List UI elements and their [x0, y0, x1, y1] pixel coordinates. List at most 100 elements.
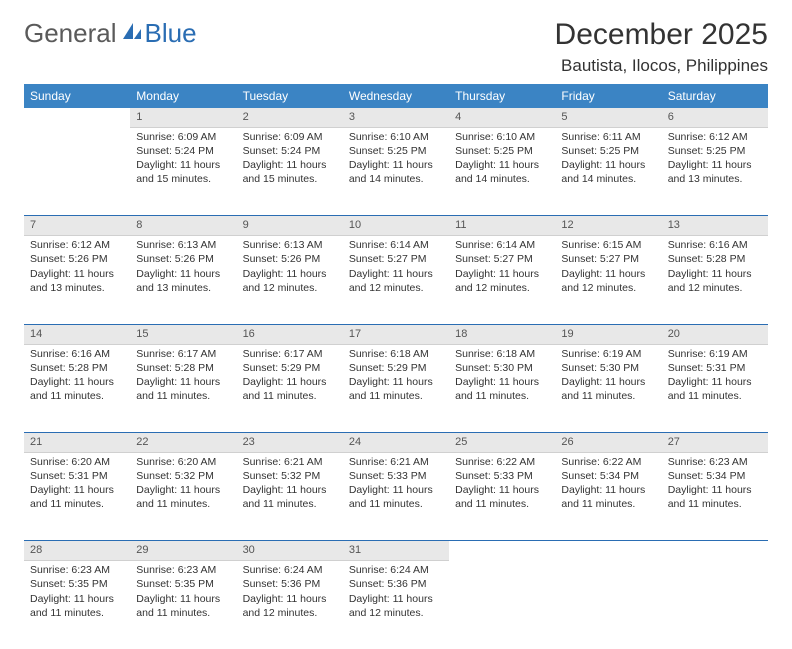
daylight-line: Daylight: 11 hours and 13 minutes. [30, 267, 124, 295]
weekday-header: Thursday [449, 84, 555, 108]
weekday-header: Sunday [24, 84, 130, 108]
daylight-line: Daylight: 11 hours and 11 minutes. [30, 592, 124, 620]
sunrise-line: Sunrise: 6:23 AM [30, 563, 124, 577]
day-cell: Sunrise: 6:09 AMSunset: 5:24 PMDaylight:… [130, 128, 236, 191]
sunrise-line: Sunrise: 6:23 AM [136, 563, 230, 577]
day-number: 28 [24, 541, 130, 561]
daylight-line: Daylight: 11 hours and 12 minutes. [455, 267, 549, 295]
sunset-line: Sunset: 5:33 PM [455, 469, 549, 483]
daynum-row: 14151617181920 [24, 325, 768, 345]
day-cell: Sunrise: 6:19 AMSunset: 5:31 PMDaylight:… [662, 345, 768, 408]
sunset-line: Sunset: 5:24 PM [136, 144, 230, 158]
daylight-line: Daylight: 11 hours and 13 minutes. [668, 158, 762, 186]
daylight-line: Daylight: 11 hours and 12 minutes. [349, 592, 443, 620]
day-cell: Sunrise: 6:22 AMSunset: 5:33 PMDaylight:… [449, 453, 555, 516]
daylight-line: Daylight: 11 hours and 14 minutes. [561, 158, 655, 186]
sunrise-line: Sunrise: 6:20 AM [136, 455, 230, 469]
week-row: Sunrise: 6:16 AMSunset: 5:28 PMDaylight:… [24, 345, 768, 433]
daylight-line: Daylight: 11 hours and 13 minutes. [136, 267, 230, 295]
sunrise-line: Sunrise: 6:15 AM [561, 238, 655, 252]
sunset-line: Sunset: 5:28 PM [136, 361, 230, 375]
sunset-line: Sunset: 5:29 PM [349, 361, 443, 375]
day-number: 14 [24, 325, 130, 345]
week-row: Sunrise: 6:09 AMSunset: 5:24 PMDaylight:… [24, 128, 768, 216]
day-cell: Sunrise: 6:19 AMSunset: 5:30 PMDaylight:… [555, 345, 661, 408]
daylight-line: Daylight: 11 hours and 11 minutes. [136, 592, 230, 620]
day-number: 8 [130, 216, 236, 236]
day-number: 18 [449, 325, 555, 345]
calendar-table: SundayMondayTuesdayWednesdayThursdayFrid… [24, 84, 768, 649]
header: General Blue December 2025 Bautista, Ilo… [24, 18, 768, 76]
day-cell: Sunrise: 6:16 AMSunset: 5:28 PMDaylight:… [24, 345, 130, 408]
daylight-line: Daylight: 11 hours and 11 minutes. [561, 483, 655, 511]
day-cell: Sunrise: 6:10 AMSunset: 5:25 PMDaylight:… [449, 128, 555, 191]
week-row: Sunrise: 6:20 AMSunset: 5:31 PMDaylight:… [24, 453, 768, 541]
day-cell: Sunrise: 6:09 AMSunset: 5:24 PMDaylight:… [237, 128, 343, 191]
sail-icon [121, 21, 143, 46]
daylight-line: Daylight: 11 hours and 11 minutes. [561, 375, 655, 403]
daylight-line: Daylight: 11 hours and 11 minutes. [136, 483, 230, 511]
sunset-line: Sunset: 5:34 PM [668, 469, 762, 483]
daylight-line: Daylight: 11 hours and 12 minutes. [561, 267, 655, 295]
weekday-header: Monday [130, 84, 236, 108]
day-cell: Sunrise: 6:23 AMSunset: 5:35 PMDaylight:… [130, 561, 236, 624]
day-number: 20 [662, 325, 768, 345]
sunset-line: Sunset: 5:27 PM [561, 252, 655, 266]
day-number: 2 [237, 108, 343, 128]
daynum-row: 123456 [24, 108, 768, 128]
sunset-line: Sunset: 5:25 PM [668, 144, 762, 158]
sunset-line: Sunset: 5:32 PM [136, 469, 230, 483]
sunrise-line: Sunrise: 6:19 AM [668, 347, 762, 361]
day-number: 24 [343, 433, 449, 453]
sunrise-line: Sunrise: 6:10 AM [349, 130, 443, 144]
day-cell: Sunrise: 6:21 AMSunset: 5:32 PMDaylight:… [237, 453, 343, 516]
daylight-line: Daylight: 11 hours and 12 minutes. [243, 592, 337, 620]
day-number: 12 [555, 216, 661, 236]
sunset-line: Sunset: 5:30 PM [561, 361, 655, 375]
daylight-line: Daylight: 11 hours and 15 minutes. [243, 158, 337, 186]
day-number: 16 [237, 325, 343, 345]
weekday-header: Wednesday [343, 84, 449, 108]
day-number: 23 [237, 433, 343, 453]
location: Bautista, Ilocos, Philippines [555, 56, 768, 76]
day-number: 15 [130, 325, 236, 345]
sunrise-line: Sunrise: 6:18 AM [349, 347, 443, 361]
daynum-row: 21222324252627 [24, 433, 768, 453]
daylight-line: Daylight: 11 hours and 11 minutes. [455, 483, 549, 511]
day-number: 3 [343, 108, 449, 128]
sunset-line: Sunset: 5:36 PM [243, 577, 337, 591]
sunrise-line: Sunrise: 6:23 AM [668, 455, 762, 469]
sunset-line: Sunset: 5:28 PM [30, 361, 124, 375]
daylight-line: Daylight: 11 hours and 11 minutes. [30, 375, 124, 403]
sunrise-line: Sunrise: 6:24 AM [243, 563, 337, 577]
daylight-line: Daylight: 11 hours and 14 minutes. [455, 158, 549, 186]
sunrise-line: Sunrise: 6:17 AM [243, 347, 337, 361]
daylight-line: Daylight: 11 hours and 12 minutes. [668, 267, 762, 295]
sunrise-line: Sunrise: 6:11 AM [561, 130, 655, 144]
sunrise-line: Sunrise: 6:16 AM [668, 238, 762, 252]
day-cell: Sunrise: 6:23 AMSunset: 5:35 PMDaylight:… [24, 561, 130, 624]
day-cell: Sunrise: 6:24 AMSunset: 5:36 PMDaylight:… [237, 561, 343, 624]
day-cell: Sunrise: 6:24 AMSunset: 5:36 PMDaylight:… [343, 561, 449, 624]
sunset-line: Sunset: 5:32 PM [243, 469, 337, 483]
month-title: December 2025 [555, 18, 768, 52]
day-number: 25 [449, 433, 555, 453]
daylight-line: Daylight: 11 hours and 11 minutes. [349, 375, 443, 403]
day-number: 29 [130, 541, 236, 561]
sunset-line: Sunset: 5:29 PM [243, 361, 337, 375]
day-cell: Sunrise: 6:14 AMSunset: 5:27 PMDaylight:… [343, 236, 449, 299]
daylight-line: Daylight: 11 hours and 11 minutes. [243, 375, 337, 403]
logo-text-general: General [24, 18, 117, 49]
sunrise-line: Sunrise: 6:22 AM [455, 455, 549, 469]
sunset-line: Sunset: 5:27 PM [349, 252, 443, 266]
sunset-line: Sunset: 5:26 PM [243, 252, 337, 266]
sunset-line: Sunset: 5:30 PM [455, 361, 549, 375]
daylight-line: Daylight: 11 hours and 11 minutes. [136, 375, 230, 403]
day-cell: Sunrise: 6:22 AMSunset: 5:34 PMDaylight:… [555, 453, 661, 516]
daylight-line: Daylight: 11 hours and 12 minutes. [349, 267, 443, 295]
sunset-line: Sunset: 5:35 PM [136, 577, 230, 591]
sunset-line: Sunset: 5:25 PM [455, 144, 549, 158]
week-row: Sunrise: 6:12 AMSunset: 5:26 PMDaylight:… [24, 236, 768, 324]
daynum-row: 28293031 [24, 541, 768, 561]
sunset-line: Sunset: 5:26 PM [136, 252, 230, 266]
